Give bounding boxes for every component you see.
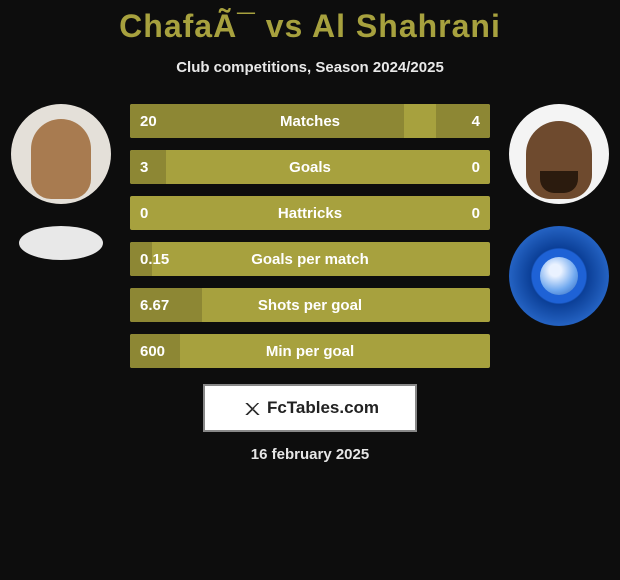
- player-right-avatar: [509, 104, 609, 204]
- stat-row: 600Min per goal: [130, 334, 490, 368]
- club-left-badge: [19, 226, 103, 260]
- comparison-main: 20Matches43Goals00Hattricks00.15Goals pe…: [0, 104, 620, 368]
- stat-row: 6.67Shots per goal: [130, 288, 490, 322]
- stat-label: Goals per match: [190, 251, 430, 268]
- player-left-avatar: [11, 104, 111, 204]
- stat-label: Shots per goal: [190, 297, 430, 314]
- stat-row: 20Matches4: [130, 104, 490, 138]
- stat-row: 3Goals0: [130, 150, 490, 184]
- stat-value-left: 0.15: [130, 251, 190, 268]
- stat-label: Hattricks: [190, 205, 430, 222]
- stat-value-right: 4: [430, 113, 490, 130]
- page-subtitle: Club competitions, Season 2024/2025: [176, 59, 444, 76]
- club-right-ball-icon: [540, 257, 578, 295]
- stat-value-right: 0: [430, 205, 490, 222]
- stat-label: Goals: [190, 159, 430, 176]
- player-right-face: [526, 121, 592, 199]
- stat-value-left: 20: [130, 113, 190, 130]
- stat-value-right: 0: [430, 159, 490, 176]
- club-right-badge: [509, 226, 609, 326]
- source-logo-text: FcTables.com: [267, 398, 379, 418]
- right-column: [504, 104, 614, 326]
- stat-value-left: 0: [130, 205, 190, 222]
- stat-row: 0Hattricks0: [130, 196, 490, 230]
- stat-label: Min per goal: [190, 343, 430, 360]
- chart-icon: [241, 397, 263, 419]
- left-column: [6, 104, 116, 260]
- stat-label: Matches: [190, 113, 430, 130]
- player-left-face: [31, 119, 91, 199]
- footer-date: 16 february 2025: [251, 446, 369, 463]
- stat-value-left: 600: [130, 343, 190, 360]
- stat-value-left: 6.67: [130, 297, 190, 314]
- stat-row: 0.15Goals per match: [130, 242, 490, 276]
- source-logo: FcTables.com: [203, 384, 417, 432]
- stat-value-left: 3: [130, 159, 190, 176]
- stats-table: 20Matches43Goals00Hattricks00.15Goals pe…: [130, 104, 490, 368]
- page-title: ChafaÃ¯ vs Al Shahrani: [119, 8, 501, 45]
